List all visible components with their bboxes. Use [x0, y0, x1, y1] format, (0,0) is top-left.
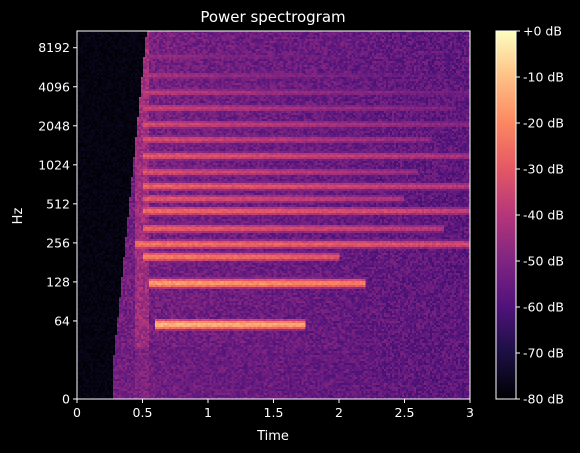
- x-tick-label: 2: [335, 405, 343, 420]
- x-tick-label: 0.5: [133, 405, 153, 420]
- spectrogram-plot-area: [76, 30, 471, 400]
- y-tick-label: 512: [46, 196, 70, 211]
- y-tick-label: 4096: [38, 79, 70, 94]
- spectrogram-cells: [77, 31, 470, 399]
- chart-title: Power spectrogram: [200, 8, 345, 26]
- colorbar-tick-label: +0 dB: [523, 24, 562, 39]
- y-tick-label: 8192: [38, 40, 70, 55]
- y-axis: 0 64 128 256 512 1024 2048 4096 8192: [38, 40, 77, 407]
- y-tick-label: 256: [46, 235, 70, 250]
- colorbar-gradient: [495, 30, 517, 400]
- colorbar-tick-label: -60 dB: [523, 300, 564, 315]
- x-axis-label: Time: [256, 429, 289, 444]
- x-tick-label: 0: [73, 405, 81, 420]
- x-tick-label: 2.5: [395, 405, 415, 420]
- colorbar-tick-label: -30 dB: [523, 162, 564, 177]
- y-axis-label: Hz: [11, 208, 26, 225]
- colorbar-tick-label: -50 dB: [523, 254, 564, 269]
- colorbar-tick-label: -70 dB: [523, 346, 564, 361]
- x-tick-label: 1.5: [264, 405, 284, 420]
- y-tick-label: 128: [46, 274, 70, 289]
- x-tick-label: 3: [466, 405, 474, 420]
- colorbar: +0 dB -10 dB -20 dB -30 dB -40 dB -50 dB -60 d…: [495, 24, 564, 407]
- spectrogram-heatmap: [77, 31, 470, 399]
- y-tick-label: 0: [62, 392, 70, 407]
- y-tick-label: 2048: [38, 118, 70, 133]
- colorbar-tick-label: -10 dB: [523, 70, 564, 85]
- x-tick-label: 1: [204, 405, 212, 420]
- y-tick-label: 1024: [38, 157, 70, 172]
- y-tick-label: 64: [54, 313, 70, 328]
- colorbar-tick-label: -40 dB: [523, 208, 564, 223]
- colorbar-tick-label: -80 dB: [523, 392, 564, 407]
- colorbar-ticks: +0 dB -10 dB -20 dB -30 dB -40 dB -50 dB -60 d…: [516, 24, 564, 407]
- colorbar-tick-label: -20 dB: [523, 116, 564, 131]
- x-axis: 0 0.5 1 1.5 2 2.5 3: [73, 399, 474, 420]
